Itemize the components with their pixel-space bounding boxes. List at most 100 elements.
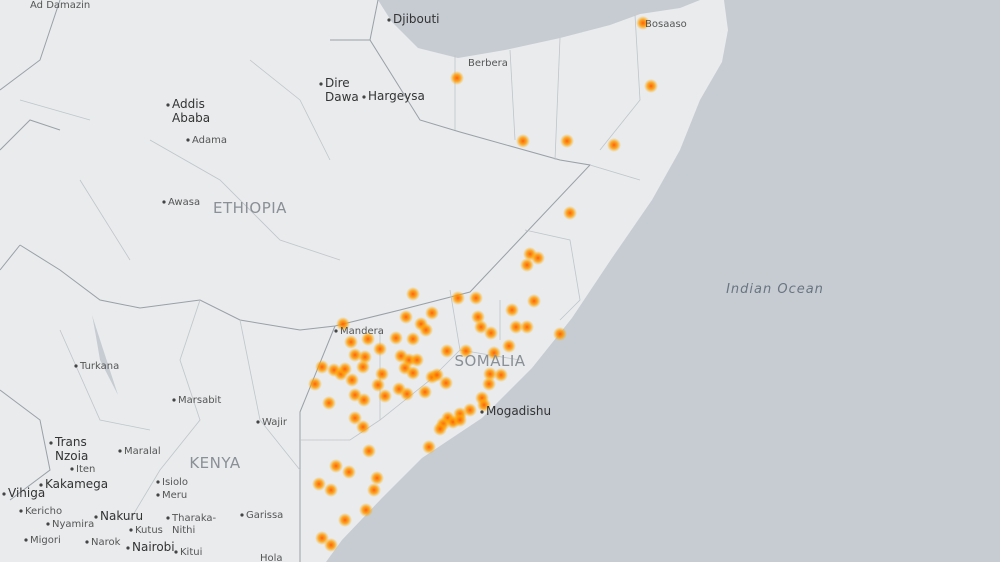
city-dot <box>156 480 160 484</box>
city-dot <box>126 546 130 550</box>
city-label: Nyamira <box>52 519 94 530</box>
event-marker <box>356 360 370 374</box>
event-marker <box>344 335 358 349</box>
city-label-line: Kericho <box>25 506 62 517</box>
event-marker <box>338 513 352 527</box>
event-marker <box>425 306 439 320</box>
city-label-line: Kitui <box>180 547 202 558</box>
event-marker <box>644 79 658 93</box>
event-marker <box>370 471 384 485</box>
city-label: Mogadishu <box>486 404 551 418</box>
city-label-line: Migori <box>30 535 61 546</box>
event-marker <box>459 344 473 358</box>
event-marker <box>509 320 523 334</box>
city-label: Ad Damazin <box>30 0 90 11</box>
city-label-line: Meru <box>162 490 187 501</box>
event-marker <box>308 377 322 391</box>
city-label: Nairobi <box>132 540 175 554</box>
city-dot <box>46 522 50 526</box>
city-label-line: Marsabit <box>178 395 221 406</box>
event-marker <box>450 71 464 85</box>
city-label-line: Trans <box>54 435 87 449</box>
event-marker <box>531 251 545 265</box>
event-marker <box>406 332 420 346</box>
city-label: Tharaka-Nithi <box>171 513 217 536</box>
city-label: Isiolo <box>162 477 188 488</box>
event-marker <box>520 320 534 334</box>
event-marker <box>439 376 453 390</box>
event-marker <box>477 398 491 412</box>
event-marker <box>560 134 574 148</box>
city-dot <box>172 398 176 402</box>
city-label-line: Tharaka- <box>171 513 217 524</box>
city-label: Garissa <box>246 510 283 521</box>
city-label: Wajir <box>262 417 288 428</box>
city-label-line: Isiolo <box>162 477 188 488</box>
event-marker <box>367 483 381 497</box>
event-marker <box>322 396 336 410</box>
city-dot <box>2 492 6 496</box>
event-marker <box>315 360 329 374</box>
city-label: Migori <box>30 535 61 546</box>
city-label: Addis Ababa <box>172 97 210 125</box>
city-dot <box>387 18 391 22</box>
city-dot <box>118 449 122 453</box>
city-label: Kitui <box>180 547 202 558</box>
event-marker <box>338 362 352 376</box>
event-marker <box>345 373 359 387</box>
country-label: KENYA <box>189 454 241 472</box>
city-label: Vihiga <box>8 486 45 500</box>
country-label: SOMALIA <box>454 352 525 370</box>
city-label-line: Ababa <box>172 111 210 125</box>
city-label-line: Adama <box>192 135 227 146</box>
city-label: Narok <box>91 537 121 548</box>
event-marker <box>636 16 650 30</box>
event-marker <box>482 377 496 391</box>
city-label-line: Addis <box>172 97 205 111</box>
event-markers <box>308 16 658 552</box>
city-label: Marsabit <box>178 395 221 406</box>
ocean-label: Indian Ocean <box>726 282 824 297</box>
city-label-line: Awasa <box>168 197 200 208</box>
city-dot <box>39 483 43 487</box>
city-dot <box>19 509 23 513</box>
event-marker <box>324 483 338 497</box>
city-dot <box>166 103 170 107</box>
event-marker <box>502 339 516 353</box>
event-marker <box>563 206 577 220</box>
event-marker <box>361 332 375 346</box>
event-marker <box>419 323 433 337</box>
city-label: Bosaaso <box>645 19 687 30</box>
city-dot <box>129 528 133 532</box>
city-dot <box>70 467 74 471</box>
city-label: Berbera <box>468 58 508 69</box>
city-label-line: Mogadishu <box>486 404 551 418</box>
event-marker <box>520 258 534 272</box>
city-label-line: Garissa <box>246 510 283 521</box>
event-marker <box>348 411 362 425</box>
city-label: Nakuru <box>100 509 143 523</box>
event-marker <box>607 138 621 152</box>
event-marker <box>356 420 370 434</box>
event-marker <box>418 385 432 399</box>
event-marker <box>373 342 387 356</box>
city-label: Kakamega <box>45 477 108 491</box>
event-marker <box>389 331 403 345</box>
city-label: Mandera <box>340 326 384 337</box>
city-label-line: Ad Damazin <box>30 0 90 11</box>
city-dot <box>186 138 190 142</box>
event-marker <box>527 294 541 308</box>
city-label: Djibouti <box>393 12 440 26</box>
event-marker <box>312 477 326 491</box>
city-label-line: Nithi <box>172 525 195 536</box>
event-marker <box>553 327 567 341</box>
city-label-line: Berbera <box>468 58 508 69</box>
event-marker <box>487 346 501 360</box>
city-label: Kutus <box>135 525 163 536</box>
land <box>0 0 728 562</box>
city-label: Maralal <box>124 446 161 457</box>
city-label-line: Dire <box>325 76 350 90</box>
city-label-line: Turkana <box>79 361 119 372</box>
city-label-line: Wajir <box>262 417 288 428</box>
